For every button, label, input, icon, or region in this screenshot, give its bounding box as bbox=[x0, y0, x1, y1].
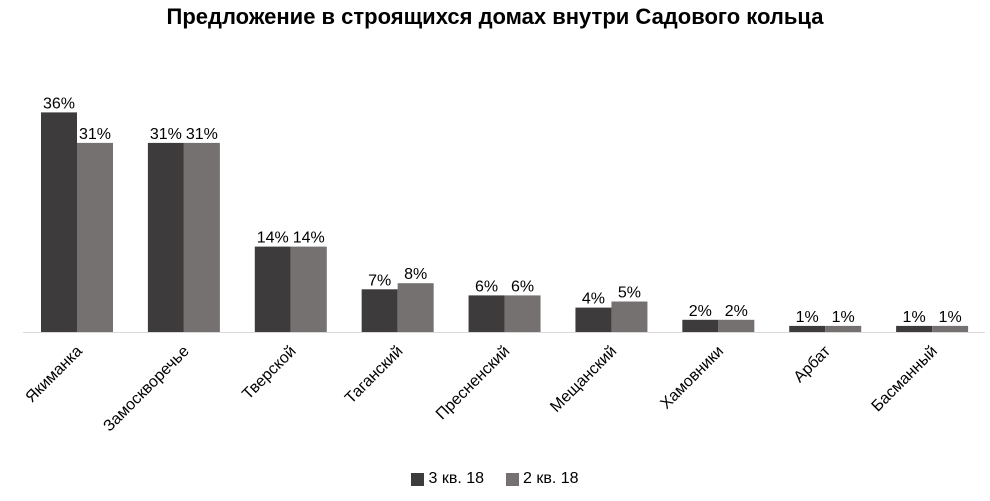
data-label-1-5: 6% bbox=[475, 278, 498, 295]
legend-label-series-1: 3 кв. 18 bbox=[428, 470, 484, 487]
data-label-1-8: 1% bbox=[796, 309, 819, 326]
bar-2-8 bbox=[825, 325, 862, 332]
data-label-1-3: 14% bbox=[257, 230, 289, 247]
legend-swatch-series-1 bbox=[411, 472, 425, 486]
data-label-2-5: 6% bbox=[511, 278, 534, 295]
bar-2-5 bbox=[504, 295, 541, 332]
bar-1-3 bbox=[254, 246, 291, 332]
data-label-2-9: 1% bbox=[939, 309, 962, 326]
category-label-7: Хамовники bbox=[657, 343, 727, 413]
data-label-2-7: 2% bbox=[725, 303, 748, 320]
bar-2-3 bbox=[290, 246, 327, 332]
category-label-9: Басманный bbox=[869, 343, 941, 415]
category-label-8: Арбат bbox=[791, 342, 835, 386]
data-label-2-2: 31% bbox=[186, 126, 218, 143]
bar-1-6 bbox=[575, 307, 612, 332]
bar-2-4 bbox=[397, 283, 434, 332]
data-label-2-6: 5% bbox=[618, 285, 641, 302]
bar-1-2 bbox=[147, 142, 184, 332]
bar-1-1 bbox=[41, 112, 77, 333]
category-label-4: Таганский bbox=[342, 343, 406, 407]
bar-2-7 bbox=[718, 319, 755, 332]
bar-2-9 bbox=[932, 325, 969, 332]
bar-2-6 bbox=[611, 301, 648, 332]
data-label-2-4: 8% bbox=[404, 266, 427, 283]
data-label-1-6: 4% bbox=[582, 291, 605, 308]
category-label-1: Якиманка bbox=[23, 343, 86, 406]
legend-swatch-series-2 bbox=[506, 472, 519, 486]
legend-item-series-1: 3 кв. 18 bbox=[411, 470, 484, 488]
data-label-2-3: 14% bbox=[293, 230, 325, 247]
category-label-2: Замоскворечье bbox=[100, 343, 192, 435]
legend-item-series-2: 2 кв. 18 bbox=[506, 470, 579, 488]
bar-1-8 bbox=[789, 325, 826, 332]
data-label-1-4: 7% bbox=[368, 272, 391, 289]
bar-1-4 bbox=[361, 289, 398, 332]
data-label-2-1: 31% bbox=[79, 126, 111, 143]
category-label-6: Мещанский bbox=[547, 343, 620, 416]
data-label-1-2: 31% bbox=[150, 126, 182, 143]
bar-2-1 bbox=[77, 142, 113, 332]
chart-title: Предложение в строящихся домах внутри Са… bbox=[166, 4, 824, 29]
data-label-1-7: 2% bbox=[689, 303, 712, 320]
bar-1-7 bbox=[682, 319, 719, 332]
category-label-5: Пресненский bbox=[433, 343, 513, 423]
data-label-2-8: 1% bbox=[832, 309, 855, 326]
data-label-1-1: 36% bbox=[43, 95, 75, 112]
data-label-1-9: 1% bbox=[903, 309, 926, 326]
bar-2-2 bbox=[183, 142, 220, 332]
bar-1-5 bbox=[468, 295, 505, 332]
legend-label-series-2: 2 кв. 18 bbox=[523, 470, 579, 487]
category-label-3: Тверской bbox=[239, 343, 299, 403]
chart-legend: 3 кв. 18 2 кв. 18 bbox=[0, 470, 990, 488]
bar-1-9 bbox=[896, 325, 933, 332]
